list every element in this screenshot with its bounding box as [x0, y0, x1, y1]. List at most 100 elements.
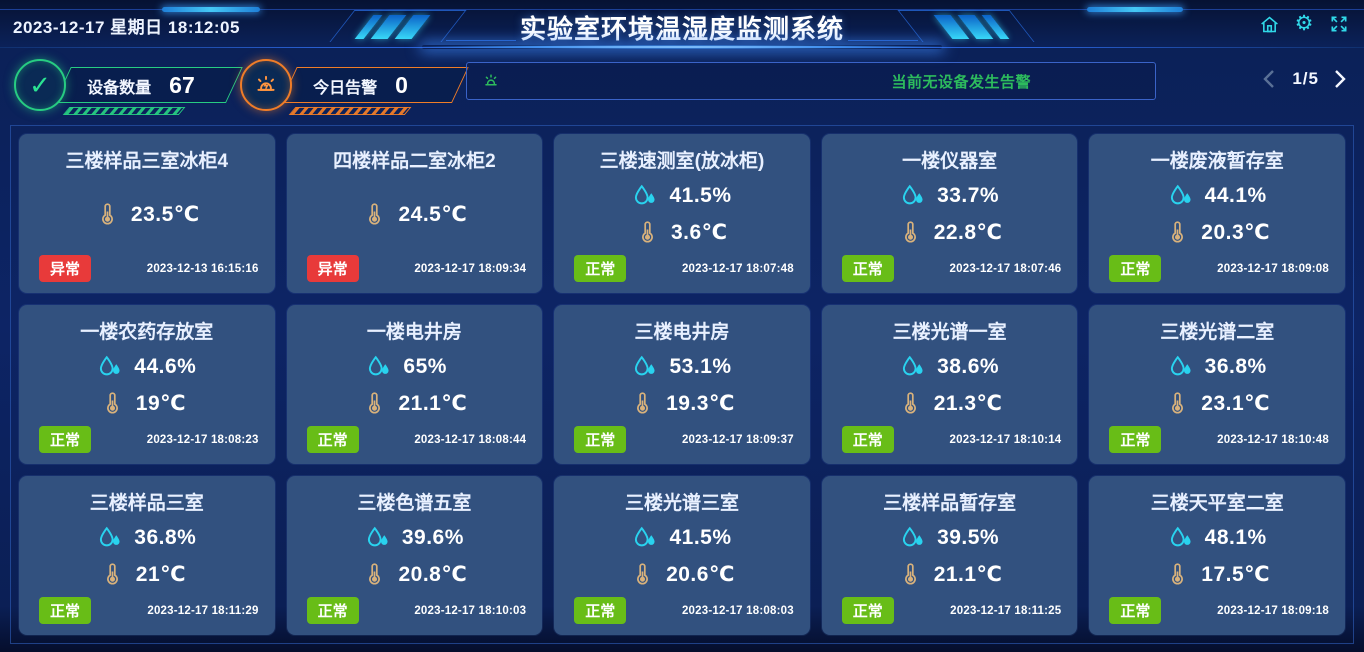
timestamp: 2023-12-17 18:09:08: [1217, 262, 1329, 275]
room-name: 一楼仪器室: [902, 151, 998, 172]
device-card[interactable]: 一楼电井房 65% 21.: [286, 305, 543, 464]
device-card[interactable]: 三楼速测室(放冰柜) 41.5%: [554, 134, 810, 293]
temperature-value: 21℃: [135, 562, 187, 586]
page-title: 实验室环境温湿度监测系统: [519, 14, 844, 44]
device-card[interactable]: 三楼色谱五室 39.6%: [286, 476, 543, 635]
humidity-value: 53.1%: [669, 355, 732, 378]
room-name: 三楼光谱三室: [624, 493, 739, 514]
timestamp: 2023-12-17 18:08:23: [146, 433, 259, 446]
humidity-row: 41.5%: [632, 525, 731, 551]
device-card[interactable]: 三楼样品三室冰柜4 23.5℃ 异常 2023-12-13 16:15:16: [19, 134, 275, 293]
device-count-value: 67: [169, 71, 196, 98]
status-badge: 正常: [841, 597, 894, 624]
device-card[interactable]: 三楼光谱二室 36.8%: [1089, 305, 1345, 464]
room-name: 三楼光谱二室: [1160, 322, 1275, 343]
status-badge: 正常: [39, 597, 92, 624]
temperature-value: 19.3℃: [666, 391, 735, 415]
top-decor-line: [0, 9, 1364, 10]
humidity-icon: [1168, 183, 1194, 209]
device-count-widget: ✓ 设备数量 67: [14, 57, 243, 115]
top-glow-right: [1087, 7, 1183, 12]
thermometer-icon: [897, 390, 923, 416]
humidity-icon: [97, 525, 123, 551]
alarm-hatch-decor: [288, 107, 412, 115]
thermometer-icon: [1164, 390, 1190, 416]
status-badge: 正常: [39, 426, 92, 453]
device-card[interactable]: 一楼农药存放室 44.6%: [19, 305, 275, 464]
chevron-left-icon[interactable]: [1263, 68, 1277, 90]
timestamp: 2023-12-17 18:07:46: [949, 262, 1062, 275]
humidity-icon: [900, 354, 926, 380]
humidity-value: 41.5%: [669, 526, 732, 549]
gear-icon[interactable]: ⚙: [1294, 12, 1314, 35]
stats-row: ✓ 设备数量 67 今日告警 0: [0, 54, 1364, 118]
thermometer-icon: [1164, 219, 1190, 245]
device-card[interactable]: 三楼天平室二室 48.1%: [1089, 476, 1345, 635]
temperature-value: 19℃: [135, 391, 187, 415]
alert-siren-icon: [481, 71, 501, 91]
room-name: 三楼天平室二室: [1150, 493, 1284, 514]
humidity-value: 33.7%: [937, 184, 1000, 207]
temperature-row: 23.1℃: [1164, 390, 1270, 416]
thermometer-icon: [361, 201, 387, 227]
temperature-value: 20.8℃: [398, 562, 468, 586]
humidity-value: 41.5%: [669, 184, 732, 207]
thermometer-icon: [99, 561, 125, 587]
temperature-value: 20.6℃: [666, 562, 735, 586]
temperature-row: 21.3℃: [897, 390, 1003, 416]
timestamp: 2023-12-17 18:07:48: [681, 262, 794, 275]
device-card[interactable]: 三楼光谱一室 38.6%: [821, 305, 1078, 464]
temperature-row: 23.5℃: [94, 201, 200, 227]
temperature-value: 24.5℃: [398, 202, 468, 226]
thermometer-icon: [1164, 561, 1190, 587]
alert-message: 当前无设备发生告警: [891, 73, 1031, 91]
temperature-row: 19.3℃: [629, 390, 735, 416]
temperature-value: 23.1℃: [1201, 391, 1271, 415]
thermometer-icon: [99, 390, 125, 416]
humidity-row: 39.5%: [900, 525, 999, 551]
humidity-icon: [1168, 354, 1194, 380]
temperature-value: 22.8℃: [933, 220, 1003, 244]
home-icon[interactable]: [1258, 13, 1280, 35]
room-name: 三楼速测室(放冰柜): [599, 151, 765, 172]
chevron-right-icon[interactable]: [1334, 68, 1348, 90]
timestamp: 2023-12-17 18:08:03: [681, 604, 794, 617]
thermometer-icon: [629, 390, 655, 416]
alert-bar: 当前无设备发生告警: [466, 62, 1156, 100]
humidity-row: 44.6%: [97, 354, 196, 380]
timestamp: 2023-12-17 18:10:48: [1217, 433, 1329, 446]
device-card[interactable]: 三楼样品三室 36.8%: [19, 476, 275, 635]
status-badge: 异常: [306, 255, 359, 282]
device-card[interactable]: 一楼仪器室 33.7% 2: [821, 134, 1078, 293]
device-card[interactable]: 三楼光谱三室 41.5%: [554, 476, 810, 635]
temperature-row: 20.6℃: [629, 561, 735, 587]
temperature-value: 21.3℃: [933, 391, 1003, 415]
temperature-row: 17.5℃: [1164, 561, 1270, 587]
timestamp: 2023-12-17 18:11:29: [147, 604, 259, 617]
status-badge: 正常: [574, 597, 627, 624]
humidity-row: 53.1%: [632, 354, 731, 380]
device-card[interactable]: 四楼样品二室冰柜2 24.5℃ 异常 2023-12-17 18:09:34: [286, 134, 543, 293]
humidity-row: 65%: [366, 354, 462, 380]
alarm-count-value: 0: [395, 71, 409, 98]
room-name: 三楼光谱一室: [892, 322, 1007, 343]
thermometer-icon: [634, 219, 660, 245]
status-badge: 正常: [1109, 426, 1162, 453]
humidity-value: 48.1%: [1204, 526, 1267, 549]
temperature-value: 21.1℃: [933, 562, 1003, 586]
temperature-value: 23.5℃: [130, 202, 200, 226]
header-toolbar: ⚙: [1258, 13, 1350, 35]
header-decor-left: [329, 10, 516, 42]
page-indicator: 1/5: [1292, 69, 1319, 88]
device-card[interactable]: 三楼电井房 53.1% 1: [554, 305, 810, 464]
device-hatch-decor: [62, 107, 186, 115]
temperature-row: 3.6℃: [634, 219, 730, 245]
fullscreen-icon[interactable]: [1328, 13, 1350, 35]
top-glow-left: [162, 7, 260, 12]
status-badge: 正常: [1109, 255, 1162, 282]
humidity-value: 36.8%: [134, 526, 197, 549]
device-card[interactable]: 一楼废液暂存室 44.1%: [1089, 134, 1345, 293]
header: 2023-12-17 星期日 18:12:05 实验室环境温湿度监测系统 ⚙: [0, 0, 1364, 50]
timestamp: 2023-12-17 18:09:34: [414, 262, 527, 275]
device-card[interactable]: 三楼样品暂存室 39.5%: [821, 476, 1078, 635]
